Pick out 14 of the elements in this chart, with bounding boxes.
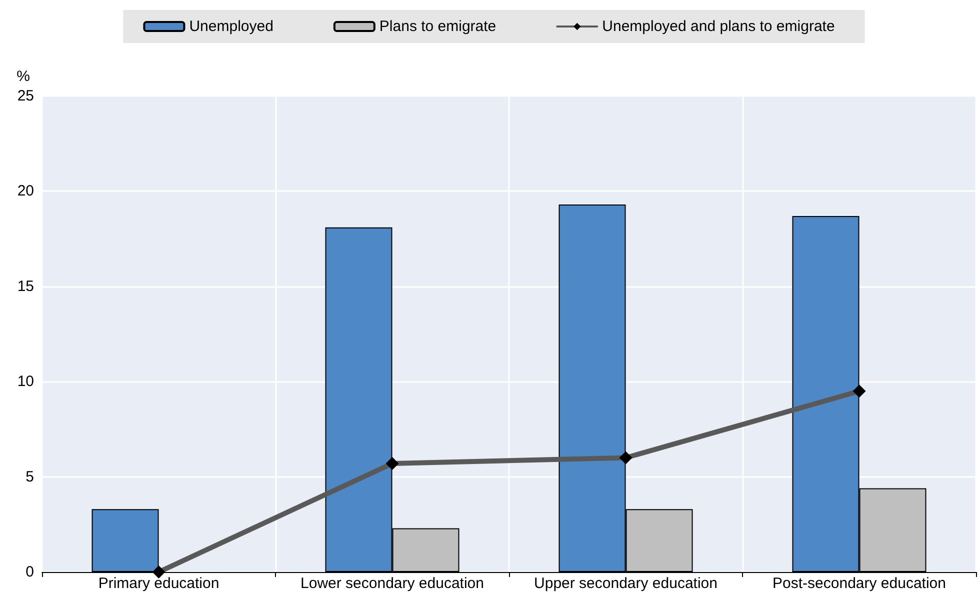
y-tick-label: 5 (26, 468, 34, 486)
y-tick-label: 20 (17, 182, 34, 200)
x-tick-label: Upper secondary education (534, 575, 718, 592)
y-tick-label: 0 (26, 564, 34, 580)
x-tick-label: Lower secondary education (300, 575, 484, 592)
y-tick-label: 15 (17, 278, 34, 295)
legend-label: Plans to emigrate (379, 18, 496, 35)
y-axis-title: % (16, 68, 30, 85)
x-tick-label: Post-secondary education (772, 575, 946, 592)
x-tick-label: Primary education (98, 575, 220, 592)
legend-label: Unemployed (189, 18, 274, 35)
legend-label: Unemployed and plans to emigrate (602, 18, 835, 35)
y-tick-label: 25 (17, 88, 34, 104)
y-tick-label: 10 (17, 373, 34, 390)
